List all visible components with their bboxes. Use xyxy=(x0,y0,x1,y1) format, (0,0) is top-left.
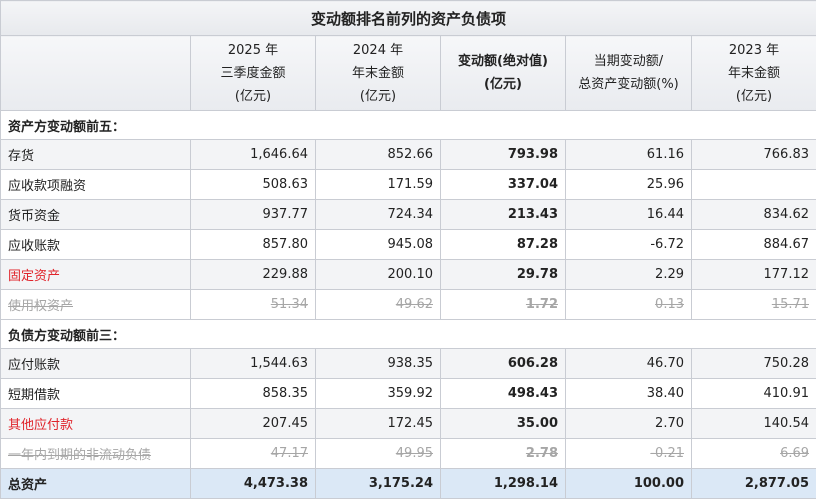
q3-2025-value: 858.35 xyxy=(190,378,316,409)
end-2024-value: 945.08 xyxy=(315,229,441,260)
item-name: 使用权资产 xyxy=(0,289,191,320)
end-2023-value: 140.54 xyxy=(690,408,816,439)
ratio-value: 2.29 xyxy=(565,259,692,290)
table-row: 其他应付款 207.45 172.45 35.00 2.70 140.54 xyxy=(0,408,816,439)
ratio-value: 46.70 xyxy=(565,348,692,379)
item-name: 货币资金 xyxy=(0,199,191,230)
end-2023-value: 834.62 xyxy=(690,199,816,230)
item-name: 应付账款 xyxy=(0,348,191,379)
ratio-value: -0.21 xyxy=(565,438,692,469)
item-name: 应收款项融资 xyxy=(0,169,191,200)
end-2024-value: 172.45 xyxy=(315,408,441,439)
end-2023-value: 2,877.05 xyxy=(690,468,816,499)
item-name: 总资产 xyxy=(0,468,191,499)
change-value: 498.43 xyxy=(440,378,566,409)
change-value: 2.78 xyxy=(440,438,566,469)
q3-2025-value: 4,473.38 xyxy=(190,468,316,499)
change-value: 29.78 xyxy=(440,259,566,290)
q3-2025-value: 508.63 xyxy=(190,169,316,200)
header-ratio: 当期变动额/总资产变动额(%) xyxy=(565,35,692,111)
table-row: 总资产 4,473.38 3,175.24 1,298.14 100.00 2,877.0… xyxy=(0,468,816,499)
q3-2025-value: 937.77 xyxy=(190,199,316,230)
end-2023-value: 410.91 xyxy=(690,378,816,409)
q3-2025-value: 1,544.63 xyxy=(190,348,316,379)
end-2024-value: 200.10 xyxy=(315,259,441,290)
change-value: 1,298.14 xyxy=(440,468,566,499)
section-header: 资产方变动额前五： xyxy=(0,110,816,140)
table-row: 固定资产 229.88 200.10 29.78 2.29 177.12 xyxy=(0,259,816,290)
section-label: 负债方变动额前三： xyxy=(0,319,816,349)
end-2023-value: 177.12 xyxy=(690,259,816,290)
ratio-value: 0.13 xyxy=(565,289,692,320)
ratio-value: 2.70 xyxy=(565,408,692,439)
q3-2025-value: 51.34 xyxy=(190,289,316,320)
item-name: 固定资产 xyxy=(0,259,191,290)
table-row: 短期借款 858.35 359.92 498.43 38.40 410.91 xyxy=(0,378,816,409)
ratio-value: -6.72 xyxy=(565,229,692,260)
q3-2025-value: 207.45 xyxy=(190,408,316,439)
table-row: 使用权资产 51.34 49.62 1.72 0.13 15.71 xyxy=(0,289,816,320)
table-row: 货币资金 937.77 724.34 213.43 16.44 834.62 xyxy=(0,199,816,230)
end-2023-value: 766.83 xyxy=(690,139,816,170)
header-q3-2025: 2025 年三季度金额 (亿元) xyxy=(190,35,316,111)
q3-2025-value: 857.80 xyxy=(190,229,316,260)
change-value: 793.98 xyxy=(440,139,566,170)
end-2024-value: 938.35 xyxy=(315,348,441,379)
header-end-2023: 2023 年年末金额 (亿元) xyxy=(690,35,816,111)
item-name: 其他应付款 xyxy=(0,408,191,439)
table-row: 应收账款 857.80 945.08 87.28 -6.72 884.67 xyxy=(0,229,816,260)
q3-2025-value: 47.17 xyxy=(190,438,316,469)
table-row: 一年内到期的非流动负债 47.17 49.95 2.78 -0.21 6.69 xyxy=(0,438,816,469)
change-value: 606.28 xyxy=(440,348,566,379)
change-value: 87.28 xyxy=(440,229,566,260)
end-2023-value: 6.69 xyxy=(690,438,816,469)
section-header: 负债方变动额前三： xyxy=(0,319,816,349)
item-name: 应收账款 xyxy=(0,229,191,260)
end-2023-value: 884.67 xyxy=(690,229,816,260)
change-value: 213.43 xyxy=(440,199,566,230)
ratio-value: 61.16 xyxy=(565,139,692,170)
end-2024-value: 49.95 xyxy=(315,438,441,469)
ratio-value: 16.44 xyxy=(565,199,692,230)
end-2023-value: 15.71 xyxy=(690,289,816,320)
header-end-2024: 2024 年年末金额 (亿元) xyxy=(315,35,441,111)
item-name: 一年内到期的非流动负债 xyxy=(0,438,191,469)
end-2024-value: 171.59 xyxy=(315,169,441,200)
end-2023-value: 750.28 xyxy=(690,348,816,379)
header-change: 变动额(绝对值) (亿元) xyxy=(440,35,566,111)
item-name: 短期借款 xyxy=(0,378,191,409)
end-2024-value: 49.62 xyxy=(315,289,441,320)
q3-2025-value: 1,646.64 xyxy=(190,139,316,170)
table-row: 应收款项融资 508.63 171.59 337.04 25.96 xyxy=(0,169,816,200)
ratio-value: 38.40 xyxy=(565,378,692,409)
end-2023-value xyxy=(690,169,816,200)
table-row: 应付账款 1,544.63 938.35 606.28 46.70 750.28 xyxy=(0,348,816,379)
header-blank xyxy=(0,35,191,111)
change-value: 35.00 xyxy=(440,408,566,439)
section-label: 资产方变动额前五： xyxy=(0,110,816,140)
table-title: 变动额排名前列的资产负债项 xyxy=(0,0,816,36)
table-row: 存货 1,646.64 852.66 793.98 61.16 766.83 xyxy=(0,139,816,170)
q3-2025-value: 229.88 xyxy=(190,259,316,290)
ratio-value: 100.00 xyxy=(565,468,692,499)
change-value: 337.04 xyxy=(440,169,566,200)
ratio-value: 25.96 xyxy=(565,169,692,200)
end-2024-value: 3,175.24 xyxy=(315,468,441,499)
end-2024-value: 359.92 xyxy=(315,378,441,409)
end-2024-value: 724.34 xyxy=(315,199,441,230)
end-2024-value: 852.66 xyxy=(315,139,441,170)
change-value: 1.72 xyxy=(440,289,566,320)
item-name: 存货 xyxy=(0,139,191,170)
